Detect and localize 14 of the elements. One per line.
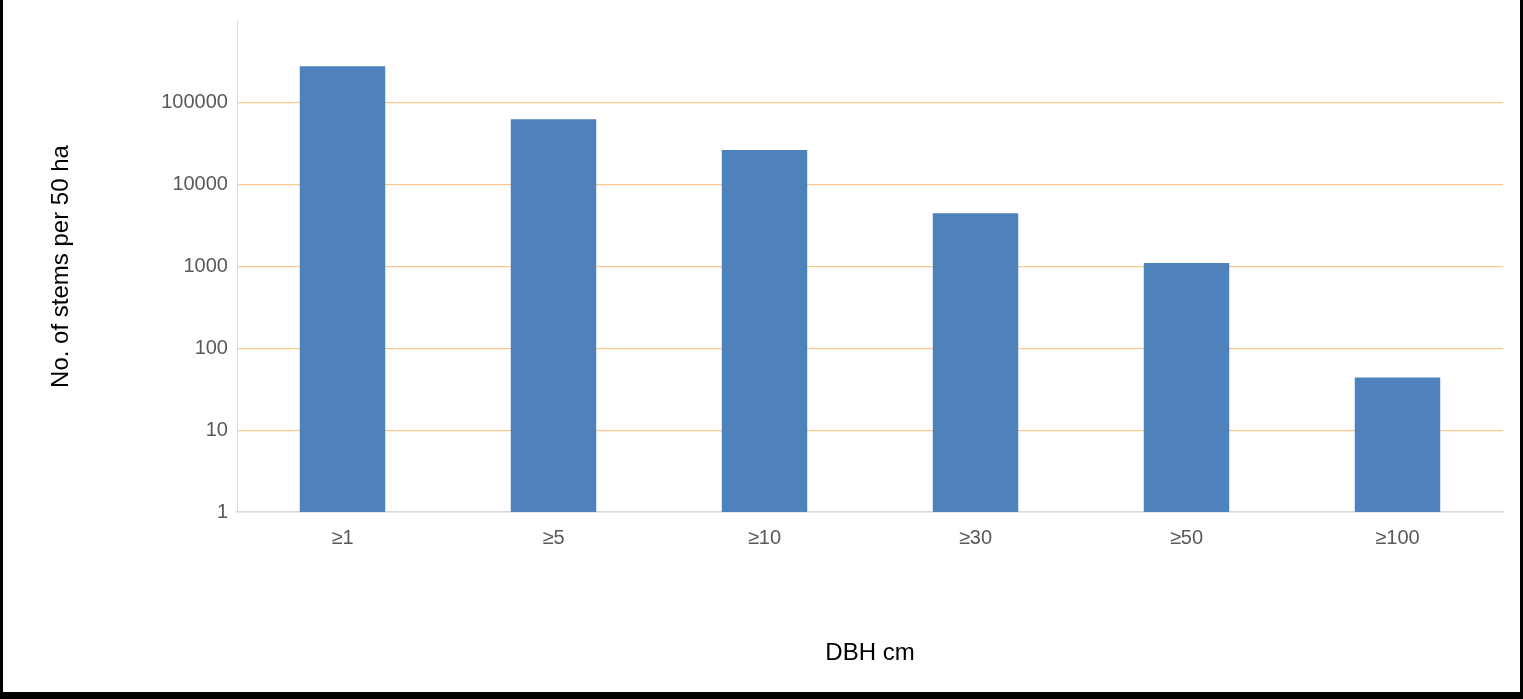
x-tick-label: ≥50 — [1169, 525, 1204, 548]
x-tick-label: ≥100 — [1375, 525, 1420, 548]
x-axis-title: DBH cm — [825, 638, 915, 666]
x-tick-label: ≥30 — [958, 525, 993, 548]
y-tick-label: 100000 — [161, 90, 228, 113]
y-tick-label: 100 — [194, 335, 228, 358]
y-axis-title: No. of stems per 50 ha — [46, 144, 74, 388]
y-tick-label: 10000 — [172, 172, 228, 195]
y-tick-label: 10 — [205, 417, 228, 440]
x-tick-label: ≥5 — [542, 525, 565, 548]
x-tick-label: ≥1 — [331, 525, 354, 548]
y-tick-label: 1 — [216, 499, 228, 522]
x-tick-label: ≥10 — [747, 525, 782, 548]
y-tick-label: 1000 — [183, 254, 228, 277]
